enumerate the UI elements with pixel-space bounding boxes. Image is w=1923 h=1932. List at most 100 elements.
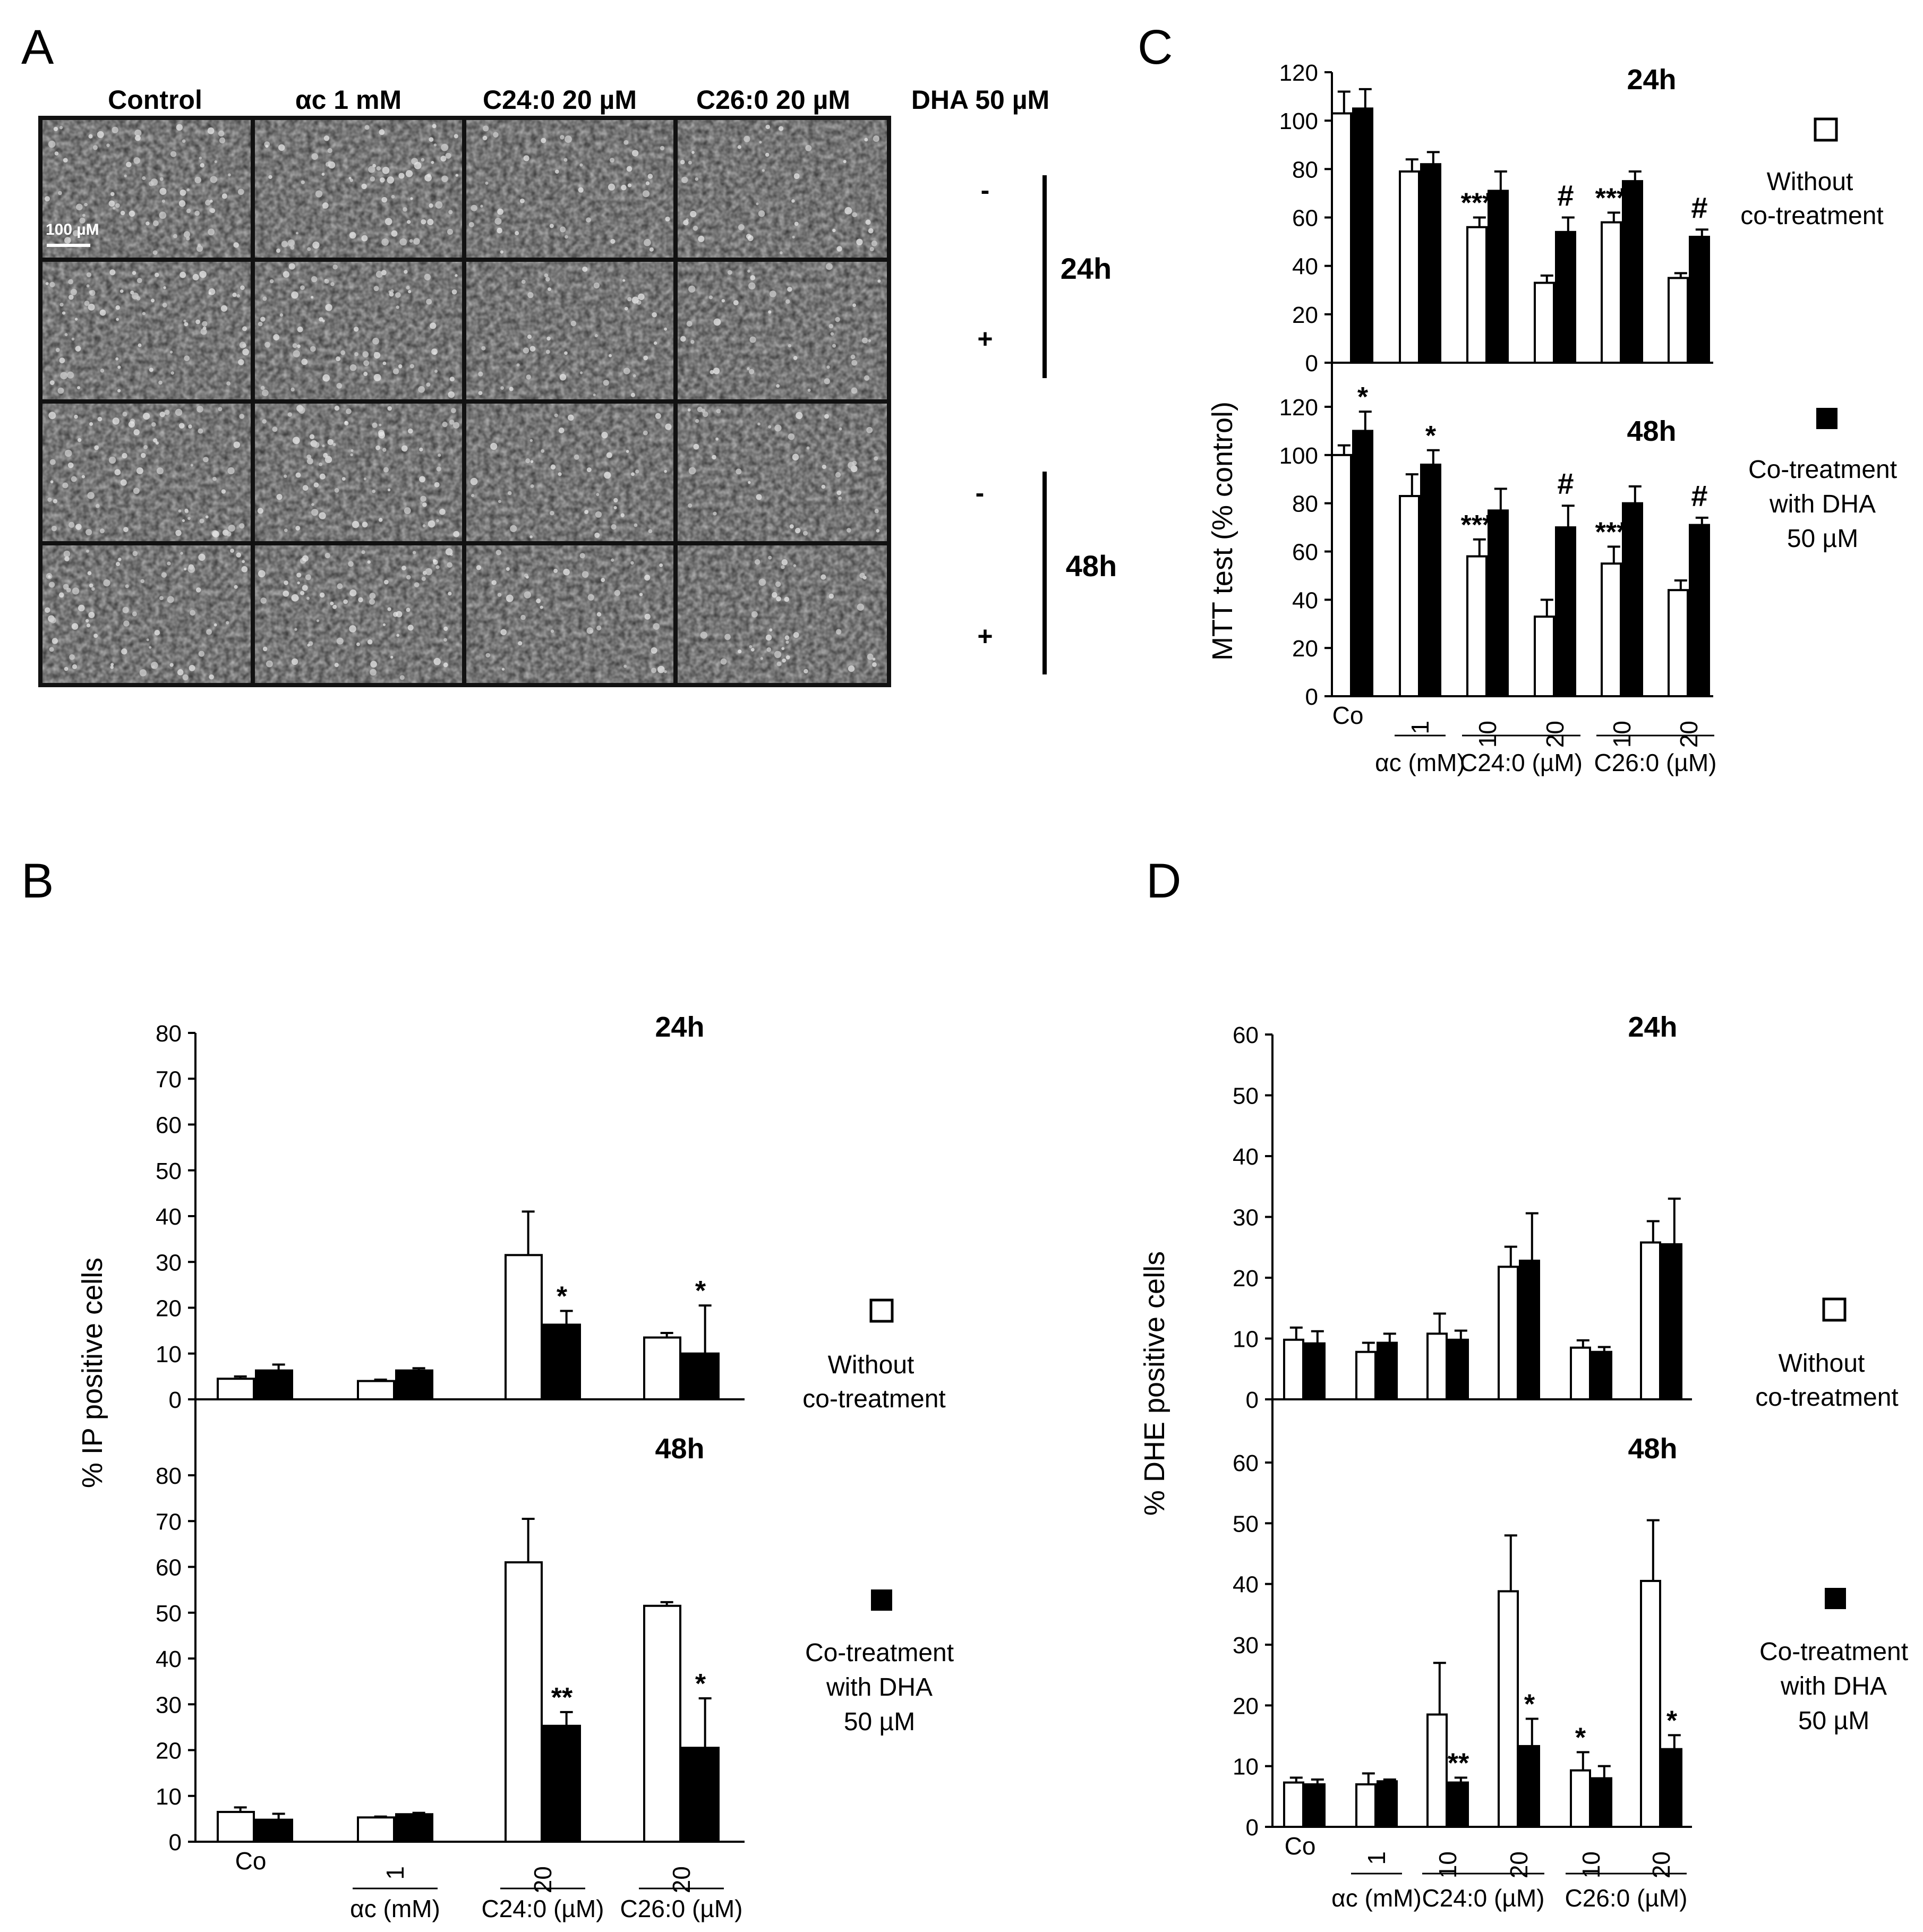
cell [541, 449, 545, 453]
x-category-label: Co [235, 1847, 267, 1875]
cell [382, 167, 390, 174]
cell [724, 634, 731, 640]
cell [594, 334, 598, 338]
bar-without-treatment [1399, 495, 1420, 698]
cell [206, 629, 212, 635]
cell [146, 221, 150, 226]
bar-with-dha [1488, 509, 1509, 698]
cell [184, 322, 189, 327]
cell [743, 135, 750, 142]
cell [544, 273, 549, 278]
cell [789, 524, 794, 529]
cell [198, 651, 205, 657]
micrograph-texture [678, 120, 887, 258]
cell [851, 387, 858, 394]
cell [334, 663, 339, 668]
cell [242, 560, 245, 563]
cell [361, 550, 365, 554]
cell [89, 289, 96, 296]
cell [208, 228, 215, 236]
cell [750, 275, 756, 280]
cell [509, 387, 514, 391]
significance-marker: * [557, 1281, 568, 1312]
cell [64, 666, 69, 671]
cell [197, 243, 201, 247]
cell [824, 414, 829, 419]
cell [167, 561, 171, 566]
cell [559, 374, 567, 381]
cell [716, 408, 721, 414]
y-tick-label: 60 [1233, 1022, 1259, 1048]
cell [324, 552, 330, 559]
cell [49, 281, 55, 288]
cell [88, 612, 95, 618]
cell [262, 389, 269, 397]
cell [830, 332, 834, 336]
cell [178, 200, 186, 207]
cell [75, 346, 81, 352]
cell [838, 496, 842, 500]
cell [279, 313, 284, 317]
cell [294, 628, 297, 631]
legend-label-with-2: with DHA [1780, 1672, 1887, 1700]
cell [835, 472, 841, 478]
x-category-label: 10 [1474, 721, 1501, 748]
cell [558, 472, 562, 476]
cell [293, 595, 299, 601]
cell [755, 559, 760, 565]
cell [384, 218, 392, 225]
cell [483, 125, 489, 132]
subplot-24h: 0 10 20 30 40 50 60 70 80 24h * * [156, 1011, 745, 1413]
cell [381, 238, 389, 246]
bar-without-treatment [1640, 1579, 1661, 1828]
cell [313, 482, 319, 488]
row-sign-4: + [977, 621, 993, 651]
cell [874, 456, 878, 461]
cell [680, 336, 686, 342]
cell [330, 601, 334, 605]
cell [239, 414, 245, 419]
cell [781, 565, 785, 569]
micrograph-texture [466, 262, 673, 399]
cell [784, 635, 790, 640]
micrograph-c26-row-2 [678, 262, 887, 399]
cell [227, 467, 235, 475]
cell [72, 230, 79, 236]
y-tick-label: 50 [1233, 1511, 1259, 1537]
x-category-label: 1 [1363, 1851, 1390, 1865]
cell [765, 634, 772, 641]
cell [550, 464, 556, 470]
cell [768, 310, 772, 314]
cell [62, 482, 69, 489]
column-header-c26: C26:0 20 µM [696, 85, 850, 115]
cell [407, 220, 411, 224]
cell [203, 457, 209, 463]
cell [736, 468, 742, 475]
cell [212, 476, 217, 481]
cell [550, 629, 554, 633]
cell [194, 176, 201, 184]
cell [776, 596, 781, 602]
cell [500, 386, 504, 390]
cell [346, 408, 352, 414]
cell [81, 475, 85, 478]
micrograph-control-row-1 [42, 120, 251, 258]
cell [772, 592, 777, 598]
bar-with-dha [1377, 1780, 1398, 1828]
cell [825, 263, 833, 270]
y-tick-label: 70 [156, 1509, 182, 1535]
cell [292, 660, 296, 664]
cell [74, 318, 78, 321]
cell [327, 439, 334, 446]
cell [720, 658, 727, 665]
column-header-control: Control [108, 85, 202, 115]
cell [184, 509, 189, 514]
cell [108, 456, 116, 464]
cell [414, 582, 420, 587]
bar-without-treatment [357, 1380, 395, 1400]
dha-header: DHA 50 µM [911, 85, 1049, 115]
cell [351, 449, 354, 452]
cell [410, 197, 413, 200]
